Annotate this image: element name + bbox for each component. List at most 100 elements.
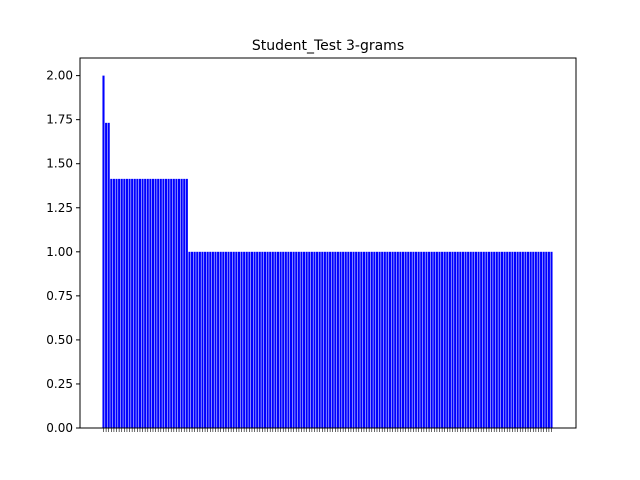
bar xyxy=(454,251,457,428)
y-tick-label: 0.00 xyxy=(46,421,73,435)
bar xyxy=(151,178,155,428)
x-axis xyxy=(103,428,552,432)
bar xyxy=(235,251,238,428)
bar xyxy=(297,251,300,428)
bar xyxy=(542,251,545,428)
bar xyxy=(303,251,306,428)
bar xyxy=(472,251,475,428)
bar xyxy=(227,251,230,428)
bar xyxy=(201,251,204,428)
bar xyxy=(219,251,222,428)
plot-frame xyxy=(79,57,577,429)
bar xyxy=(217,251,220,428)
bar xyxy=(391,251,394,428)
bar xyxy=(378,251,381,428)
bar xyxy=(204,251,207,428)
bar xyxy=(477,251,480,428)
bar xyxy=(214,251,217,428)
bar xyxy=(261,251,264,428)
bar xyxy=(394,251,397,428)
bar xyxy=(422,251,425,428)
bar xyxy=(375,251,379,428)
bar xyxy=(123,178,126,428)
bar xyxy=(461,251,464,428)
bar xyxy=(230,251,233,428)
bar xyxy=(344,251,347,428)
bar xyxy=(428,251,431,428)
bar xyxy=(441,251,444,428)
bar xyxy=(271,251,274,428)
bar xyxy=(508,251,511,428)
bar xyxy=(240,251,243,428)
bar xyxy=(547,251,550,428)
bar xyxy=(131,178,134,428)
bar xyxy=(287,251,290,428)
bar xyxy=(144,178,147,428)
bar xyxy=(323,251,326,428)
bar xyxy=(446,251,449,428)
chart-title: Student_Test 3-grams xyxy=(252,38,404,54)
bar xyxy=(112,178,115,428)
bar xyxy=(417,251,420,428)
y-tick-label: 0.75 xyxy=(46,289,73,303)
bar xyxy=(110,178,113,428)
bar xyxy=(545,251,548,428)
bar xyxy=(464,251,467,428)
bar xyxy=(318,251,321,428)
bar xyxy=(532,251,535,428)
bar xyxy=(167,178,170,428)
bar xyxy=(295,251,298,428)
bar xyxy=(490,251,493,428)
bar xyxy=(498,251,501,428)
bar xyxy=(263,251,267,428)
bar xyxy=(521,251,524,428)
bar xyxy=(534,251,537,428)
bar xyxy=(120,178,123,428)
bar xyxy=(493,251,496,428)
bar xyxy=(399,251,402,428)
bar xyxy=(276,251,280,428)
bar xyxy=(500,251,504,428)
bar xyxy=(316,251,319,428)
bar xyxy=(412,251,415,428)
y-axis: 0.00 0.25 0.50 0.75 1.00 1.25 1.50 1.75 2.00 xyxy=(46,69,80,435)
bar xyxy=(459,251,462,428)
bar xyxy=(149,178,152,428)
y-tick-label: 1.25 xyxy=(46,201,73,215)
bar xyxy=(485,251,488,428)
bar xyxy=(191,251,194,428)
bar xyxy=(269,251,272,428)
bar xyxy=(527,251,530,428)
bar xyxy=(118,178,121,428)
bar xyxy=(136,178,139,428)
y-tick-label: 2.00 xyxy=(46,69,73,83)
bar xyxy=(438,251,441,428)
bar xyxy=(336,251,339,428)
bar xyxy=(469,251,472,428)
bar xyxy=(331,251,334,428)
bar xyxy=(537,251,540,428)
bar xyxy=(224,251,227,428)
bar xyxy=(425,251,428,428)
bar xyxy=(326,251,329,428)
bar xyxy=(157,178,160,428)
bar xyxy=(347,251,350,428)
bar xyxy=(177,178,181,428)
bar xyxy=(357,251,360,428)
bar xyxy=(368,251,371,428)
bar xyxy=(279,251,282,428)
bar xyxy=(334,251,337,428)
bar xyxy=(430,251,433,428)
bar xyxy=(198,251,201,428)
bar xyxy=(183,178,186,428)
bar xyxy=(495,251,498,428)
bar xyxy=(451,251,454,428)
bar xyxy=(420,251,423,428)
bar xyxy=(159,178,162,428)
bar xyxy=(274,251,277,428)
bar xyxy=(381,251,384,428)
bar xyxy=(339,251,342,428)
bar xyxy=(407,251,410,428)
bar xyxy=(365,251,368,428)
bar xyxy=(474,251,478,428)
